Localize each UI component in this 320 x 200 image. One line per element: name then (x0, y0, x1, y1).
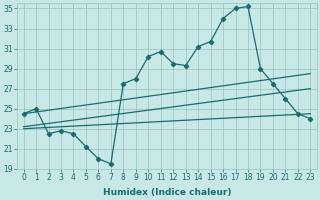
X-axis label: Humidex (Indice chaleur): Humidex (Indice chaleur) (103, 188, 231, 197)
